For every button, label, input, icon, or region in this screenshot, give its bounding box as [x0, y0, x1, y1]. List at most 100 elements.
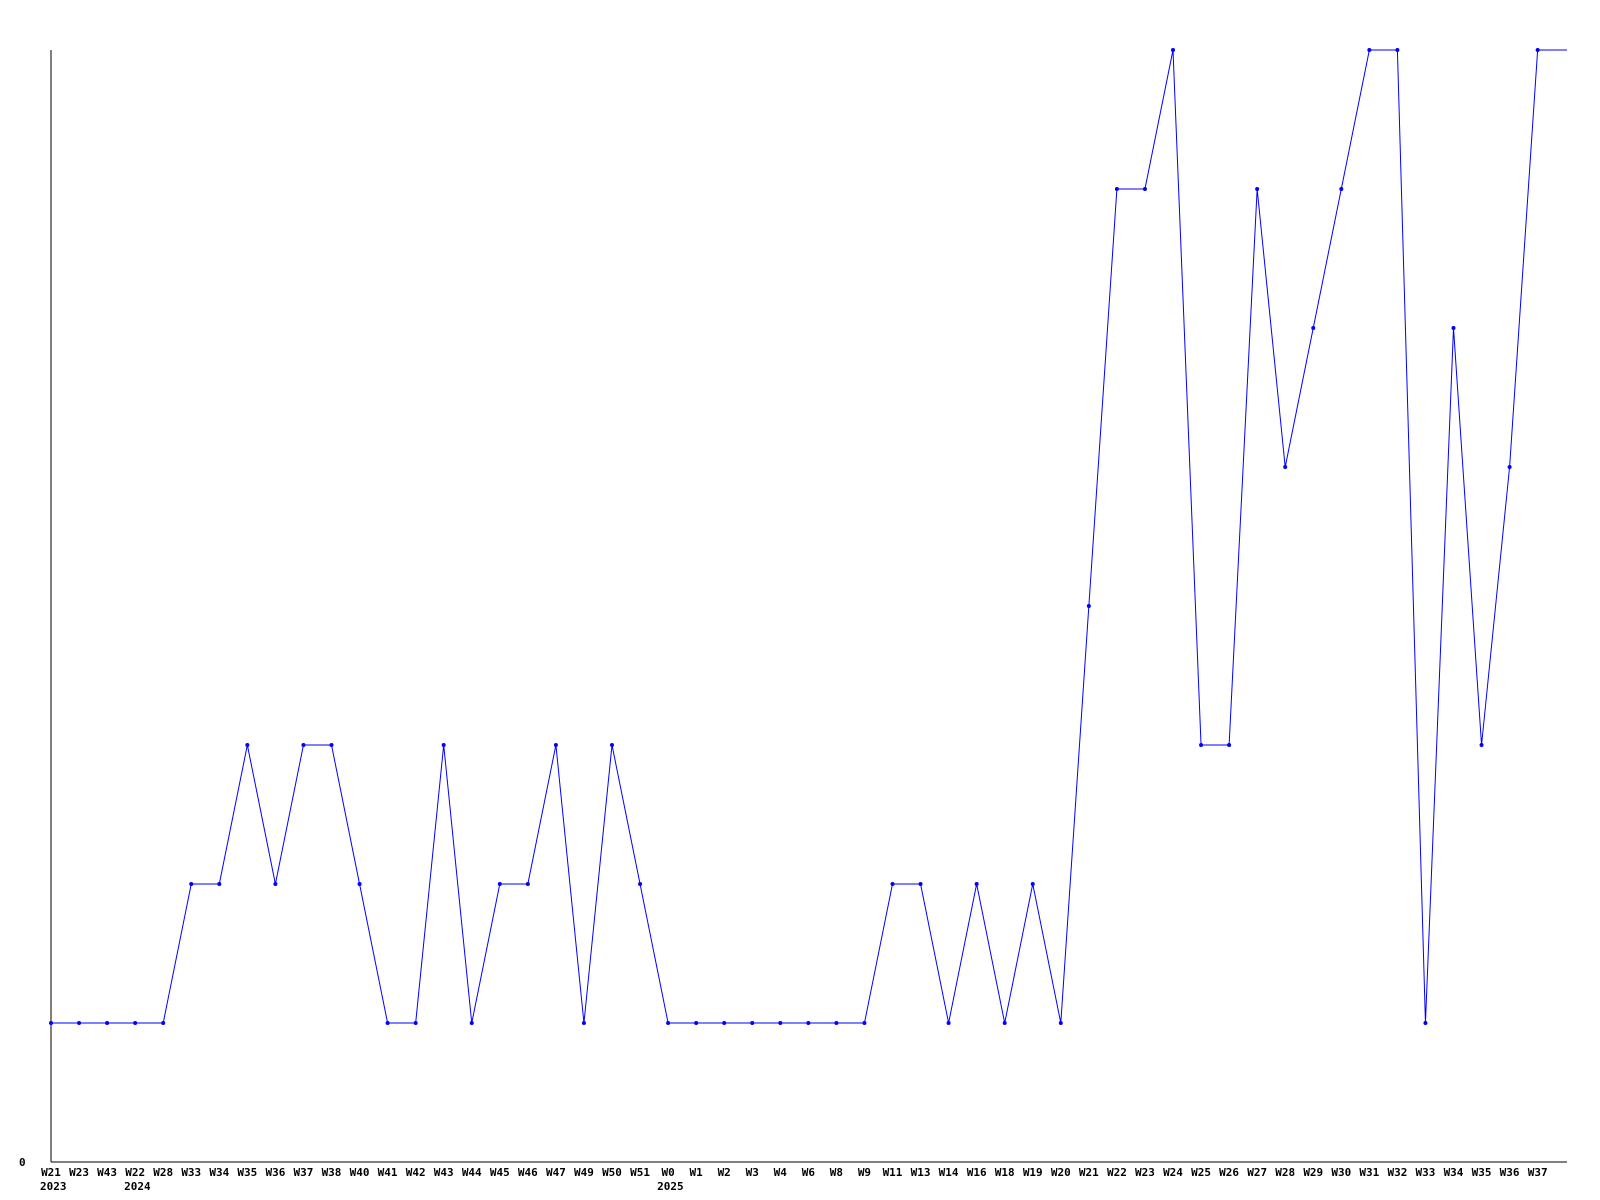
data-point [1367, 48, 1372, 52]
data-point [862, 1021, 867, 1025]
x-tick-label: W33 [181, 1166, 201, 1179]
data-point [329, 743, 334, 747]
data-point [1283, 465, 1288, 469]
data-point [553, 743, 558, 747]
data-point [890, 882, 895, 886]
data-point [497, 882, 502, 886]
data-point [974, 882, 979, 886]
data-point [722, 1021, 727, 1025]
x-tick-label: W24 [1163, 1166, 1183, 1179]
x-tick-label: W6 [802, 1166, 816, 1179]
data-point [469, 1021, 474, 1025]
x-tick-label: W1 [690, 1166, 704, 1179]
data-point [1142, 187, 1147, 191]
x-tick-label: W0 [661, 1166, 674, 1179]
x-tick-label: W25 [1191, 1166, 1211, 1179]
data-point [806, 1021, 811, 1025]
x-tick-label: W20 [1051, 1166, 1071, 1179]
x-tick-label: W49 [574, 1166, 594, 1179]
data-point [1255, 187, 1260, 191]
data-point [1311, 326, 1316, 330]
x-tick-label: W26 [1219, 1166, 1239, 1179]
x-tick-label: W14 [939, 1166, 959, 1179]
x-tick-label: W34 [1444, 1166, 1464, 1179]
data-point [49, 1021, 53, 1025]
data-point [581, 1021, 586, 1025]
data-point [441, 743, 446, 747]
data-point [694, 1021, 699, 1025]
x-tick-label: W8 [830, 1166, 843, 1179]
x-tick-label: W32 [1387, 1166, 1407, 1179]
x-tick-label: W42 [406, 1166, 426, 1179]
data-point [1002, 1021, 1007, 1025]
x-tick-label: W47 [546, 1166, 566, 1179]
data-point [1339, 187, 1344, 191]
x-tick-label: W43 [434, 1166, 454, 1179]
x-tick-label: W38 [322, 1166, 342, 1179]
x-tick-label: W21 [41, 1166, 61, 1179]
x-tick-label: W22 [1107, 1166, 1127, 1179]
x-tick-label: W18 [995, 1166, 1015, 1179]
x-tick-label: W23 [1135, 1166, 1155, 1179]
x-tick-label: W45 [490, 1166, 510, 1179]
x-tick-label: W28 [153, 1166, 173, 1179]
data-point [778, 1021, 783, 1025]
data-point [1451, 326, 1456, 330]
data-point [638, 882, 643, 886]
series-line [51, 49, 1567, 1024]
data-point [525, 882, 530, 886]
data-point [1535, 48, 1540, 52]
x-tick-label: W34 [209, 1166, 229, 1179]
x-tick-label: W37 [1528, 1166, 1548, 1179]
x-tick-label: W51 [630, 1166, 650, 1179]
x-tick-label: W36 [1500, 1166, 1520, 1179]
x-tick-label: W30 [1331, 1166, 1351, 1179]
x-tick-label: W40 [350, 1166, 370, 1179]
data-point [385, 1021, 390, 1025]
data-point [133, 1021, 138, 1025]
x-tick-label: W37 [294, 1166, 314, 1179]
x-tick-label: W9 [858, 1166, 871, 1179]
data-point [666, 1021, 671, 1025]
x-tick-label: W22 [125, 1166, 145, 1179]
data-point [946, 1021, 951, 1025]
data-point [1086, 604, 1091, 608]
x-tick-label: W35 [1472, 1166, 1492, 1179]
x-tick-label: W29 [1303, 1166, 1323, 1179]
x-tick-label: W28 [1275, 1166, 1295, 1179]
data-point [1507, 465, 1512, 469]
x-tick-label: W21 [1079, 1166, 1099, 1179]
data-point [105, 1021, 110, 1025]
x-tick-label: W23 [69, 1166, 89, 1179]
data-point [1227, 743, 1232, 747]
x-tick-label: W11 [883, 1166, 903, 1179]
x-tick-label: W19 [1023, 1166, 1043, 1179]
data-point [1395, 48, 1400, 52]
x-tick-label: W46 [518, 1166, 538, 1179]
x-tick-label: W43 [97, 1166, 117, 1179]
x-tick-label: W2 [718, 1166, 731, 1179]
year-label: 2024 [124, 1180, 151, 1193]
data-point [1030, 882, 1035, 886]
data-point [413, 1021, 418, 1025]
data-point [918, 882, 923, 886]
data-point [245, 743, 250, 747]
year-label: 2023 [40, 1180, 67, 1193]
data-point [217, 882, 222, 886]
data-point [1479, 743, 1484, 747]
data-point [610, 743, 614, 747]
year-label: 2025 [657, 1180, 684, 1193]
x-tick-label: W4 [774, 1166, 788, 1179]
x-tick-label: W13 [911, 1166, 931, 1179]
x-tick-label: W41 [378, 1166, 398, 1179]
x-tick-label: W50 [602, 1166, 622, 1179]
data-point [301, 743, 306, 747]
x-tick-label: W35 [237, 1166, 257, 1179]
data-point [1423, 1021, 1428, 1025]
data-point [1058, 1021, 1063, 1025]
data-point [1171, 48, 1175, 52]
data-point [189, 882, 194, 886]
y-tick-label: 0 [19, 1156, 26, 1169]
x-tick-label: W16 [967, 1166, 987, 1179]
